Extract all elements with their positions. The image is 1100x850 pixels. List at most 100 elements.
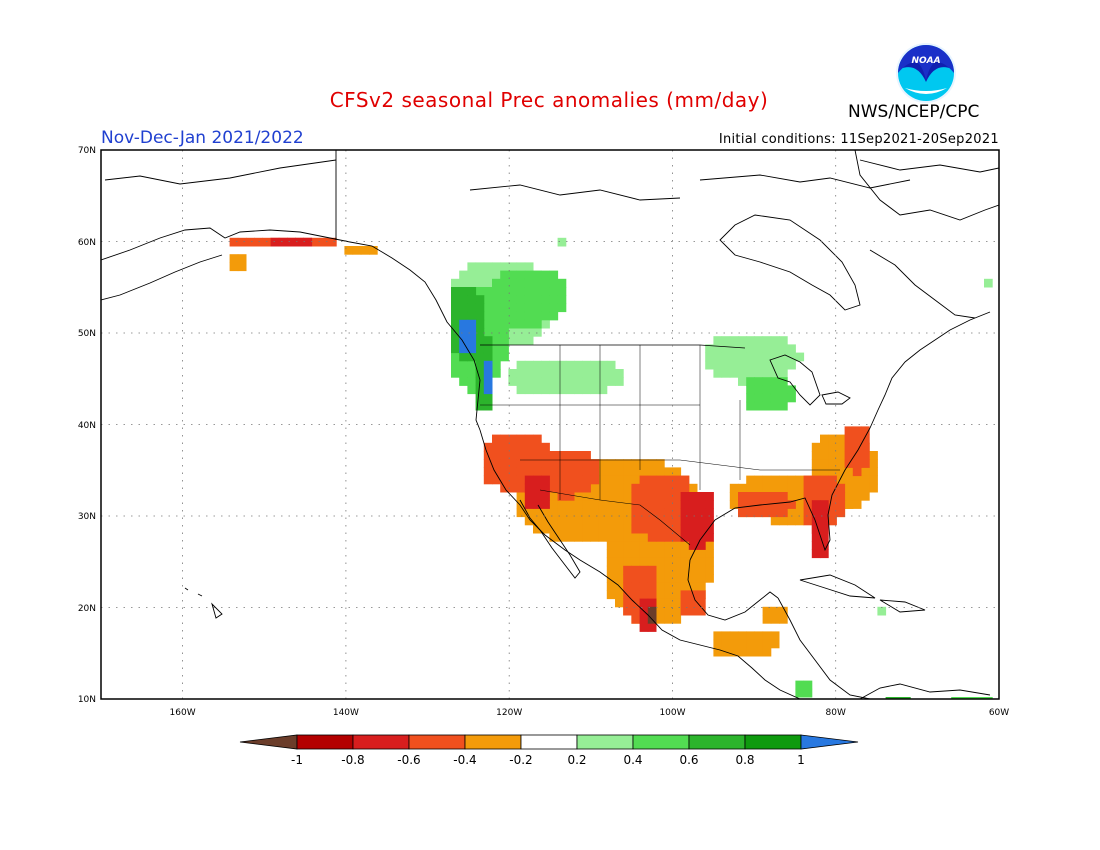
- anomaly-cell: [664, 516, 673, 526]
- anomaly-cell: [590, 360, 600, 370]
- anomaly-cell: [451, 311, 460, 321]
- anomaly-cell: [656, 590, 665, 600]
- anomaly-cell: [508, 278, 518, 288]
- anomaly-cell: [533, 385, 542, 395]
- anomaly-cell: [369, 246, 378, 255]
- anomaly-cell: [656, 541, 665, 550]
- anomaly-cell: [631, 516, 641, 526]
- anomaly-cell: [541, 385, 550, 395]
- anomaly-cell: [647, 606, 657, 616]
- anomaly-cell: [803, 680, 813, 690]
- anomaly-cell: [582, 500, 591, 509]
- anomaly-cell: [483, 360, 493, 370]
- anomaly-cell: [787, 360, 796, 370]
- anomaly-cell: [541, 467, 550, 477]
- anomaly-cell: [516, 492, 526, 501]
- anomaly-cell: [590, 500, 600, 509]
- anomaly-cell: [549, 508, 559, 518]
- anomaly-cell: [516, 360, 526, 370]
- anomaly-cell: [688, 557, 698, 567]
- anomaly-cell: [533, 270, 542, 280]
- lat-tick-label: 50N: [78, 329, 96, 339]
- anomaly-cell: [828, 451, 837, 460]
- anomaly-cell: [500, 303, 509, 313]
- map-frame: [100, 149, 1000, 700]
- anomaly-cell: [623, 533, 632, 542]
- anomaly-cell: [541, 311, 550, 321]
- anomaly-cell: [680, 483, 690, 493]
- lon-tick-label: 60W: [989, 708, 1009, 718]
- anomaly-cell: [820, 483, 829, 493]
- anomaly-cell: [500, 344, 509, 354]
- anomaly-cell: [803, 475, 813, 485]
- anomaly-cell: [565, 508, 575, 518]
- anomaly-cell: [779, 606, 788, 616]
- anomaly-cell: [738, 647, 747, 657]
- anomaly-cell: [811, 483, 821, 493]
- anomaly-cell: [828, 442, 837, 452]
- anomaly-cell: [467, 262, 477, 272]
- anomaly-cell: [557, 377, 567, 386]
- anomaly-cell: [541, 287, 550, 296]
- anomaly-cell: [754, 631, 764, 641]
- anomaly-cell: [639, 516, 649, 526]
- anomaly-cell: [467, 336, 477, 345]
- anomaly-cell: [639, 459, 649, 468]
- anomaly-cell: [852, 483, 862, 493]
- anomaly-cell: [631, 615, 641, 624]
- anomaly-cell: [770, 483, 780, 493]
- anomaly-cell: [754, 647, 764, 657]
- anomaly-cell: [738, 352, 747, 362]
- anomaly-cell: [705, 500, 714, 509]
- anomaly-cell: [631, 508, 641, 518]
- anomaly-cell: [688, 492, 698, 501]
- graticule: [101, 150, 999, 699]
- anomaly-cell: [549, 360, 559, 370]
- anomaly-cell: [762, 401, 772, 411]
- anomaly-cell: [697, 508, 706, 518]
- anomaly-cell: [762, 647, 772, 657]
- anomaly-cell: [451, 319, 460, 329]
- anomaly-cell: [688, 565, 698, 575]
- anomaly-cell: [623, 574, 632, 583]
- anomaly-cell: [533, 369, 542, 378]
- lon-tick-labels: 160W 140W 120W 100W 80W 60W: [170, 708, 1010, 718]
- anomaly-cell: [770, 385, 780, 395]
- anomaly-cell: [475, 352, 485, 362]
- anomaly-cell: [516, 287, 526, 296]
- anomaly-cell: [467, 385, 477, 395]
- anomaly-cell: [680, 516, 690, 526]
- anomaly-cell: [533, 492, 542, 501]
- anomaly-cell: [508, 287, 518, 296]
- anomaly-cell: [754, 385, 764, 395]
- anomaly-cell: [779, 401, 788, 411]
- anomaly-cell: [729, 639, 739, 649]
- anomaly-cell: [451, 295, 460, 304]
- anomaly-cell: [680, 598, 690, 608]
- anomaly-cell: [729, 344, 739, 354]
- anomaly-cell: [598, 459, 608, 468]
- anomaly-cell: [516, 475, 526, 485]
- anomaly-cell: [672, 492, 682, 501]
- anomaly-cell: [598, 516, 608, 526]
- anomaly-cell: [557, 295, 567, 304]
- anomaly-cell: [861, 492, 870, 501]
- anomaly-cell: [721, 344, 731, 354]
- anomaly-cell: [524, 451, 534, 460]
- anomaly-cell: [500, 278, 509, 288]
- anomaly-cell: [483, 262, 493, 272]
- anomaly-cell: [828, 467, 837, 477]
- anomaly-cell: [836, 467, 846, 477]
- anomaly-cell: [451, 287, 460, 296]
- anomaly-cell: [746, 336, 755, 345]
- anomaly-cell: [459, 311, 468, 321]
- anomaly-cell: [697, 590, 706, 600]
- anomaly-cell: [664, 590, 673, 600]
- anomaly-cell: [467, 360, 477, 370]
- anomaly-cell: [549, 287, 559, 296]
- anomaly-cell: [459, 287, 468, 296]
- anomaly-cell: [869, 475, 878, 485]
- anomaly-cell: [533, 287, 542, 296]
- anomaly-cell: [779, 336, 788, 345]
- anomaly-cell: [787, 483, 796, 493]
